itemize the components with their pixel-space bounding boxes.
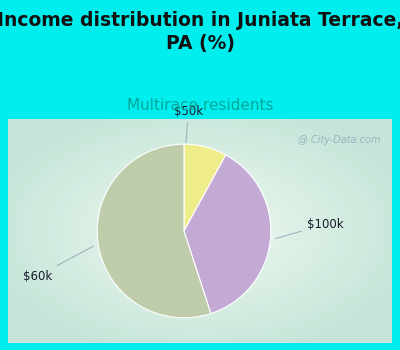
Text: Income distribution in Juniata Terrace,
PA (%): Income distribution in Juniata Terrace, … bbox=[0, 10, 400, 53]
Wedge shape bbox=[97, 144, 211, 318]
Text: @ City-Data.com: @ City-Data.com bbox=[298, 135, 380, 145]
Text: Multirace residents: Multirace residents bbox=[127, 98, 273, 113]
Text: $100k: $100k bbox=[276, 218, 344, 239]
Wedge shape bbox=[184, 155, 271, 314]
Text: $60k: $60k bbox=[23, 246, 93, 283]
Text: $50k: $50k bbox=[174, 105, 203, 142]
Wedge shape bbox=[184, 144, 226, 231]
